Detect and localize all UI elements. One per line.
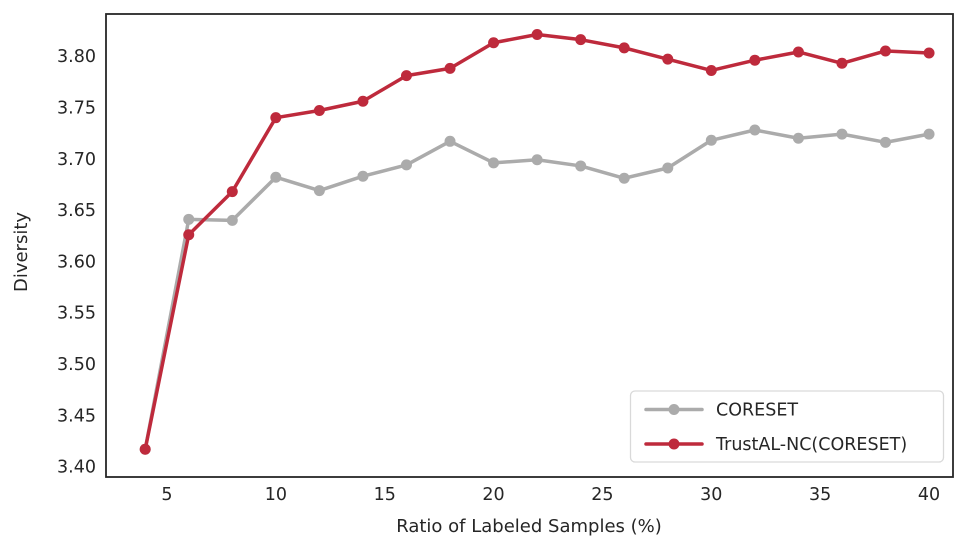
y-tick-label: 3.45 [57, 406, 96, 426]
data-point-coreset [270, 171, 282, 183]
legend-item-coreset: CORESET [644, 401, 798, 421]
data-point-coreset [749, 124, 761, 136]
data-point-trustal [880, 45, 892, 57]
data-point-trustal [749, 54, 761, 66]
data-point-trustal [575, 34, 587, 46]
y-tick-label: 3.65 [57, 201, 96, 221]
data-point-trustal [400, 70, 412, 82]
y-tick-label: 3.80 [57, 47, 96, 67]
data-point-trustal [139, 443, 151, 455]
data-point-coreset [575, 160, 587, 172]
legend-item-trustal: TrustAL-NC(CORESET) [644, 435, 907, 455]
data-point-trustal [836, 57, 848, 69]
legend-label-coreset: CORESET [716, 401, 798, 421]
x-tick-label: 40 [918, 485, 940, 505]
data-point-coreset [313, 185, 325, 197]
y-axis-label: Diversity [11, 212, 32, 292]
data-point-trustal [183, 229, 195, 241]
data-point-coreset [400, 159, 412, 171]
data-point-coreset [183, 213, 195, 225]
data-point-trustal [662, 53, 674, 65]
x-tick-label: 30 [700, 485, 722, 505]
data-point-trustal [270, 112, 282, 124]
data-point-coreset [880, 136, 892, 148]
data-point-trustal [313, 105, 325, 117]
data-point-coreset [531, 154, 543, 166]
legend-marker-coreset [668, 404, 680, 415]
data-point-coreset [836, 128, 848, 140]
x-tick-label: 15 [374, 485, 396, 505]
x-tick-label: 20 [482, 485, 504, 505]
y-tick-label: 3.60 [57, 252, 96, 272]
data-point-trustal [792, 46, 804, 58]
y-tick-label: 3.70 [57, 150, 96, 170]
data-point-coreset [662, 162, 674, 174]
x-axis-label: Ratio of Labeled Samples (%) [396, 516, 662, 537]
data-point-trustal [488, 37, 500, 49]
series-layer [139, 29, 935, 455]
y-tick-label: 3.55 [57, 304, 96, 324]
data-point-coreset [923, 128, 935, 140]
data-point-trustal [444, 62, 456, 74]
x-tick-label: 25 [591, 485, 613, 505]
data-point-coreset [618, 172, 630, 184]
legend-marker-trustal [668, 438, 680, 450]
ticks-layer: 5 10 15 20 25 30 35 40 3.40 3.45 3.50 3.55 3.60 3.65 3… [57, 47, 940, 505]
x-tick-label: 35 [809, 485, 831, 505]
y-tick-label: 3.75 [57, 98, 96, 118]
data-point-coreset [226, 214, 238, 226]
data-point-coreset [488, 157, 500, 169]
data-point-coreset [357, 170, 369, 182]
data-point-trustal [226, 186, 238, 198]
data-point-trustal [357, 95, 369, 107]
data-point-coreset [792, 132, 804, 144]
x-tick-label: 5 [161, 485, 172, 505]
y-tick-label: 3.50 [57, 355, 96, 375]
x-tick-label: 10 [265, 485, 287, 505]
data-point-trustal [531, 29, 543, 41]
data-point-coreset [444, 135, 456, 147]
data-point-trustal [618, 42, 630, 54]
legend: CORESET TrustAL-NC(CORESET) [629, 390, 945, 463]
data-point-trustal [923, 47, 935, 59]
data-point-coreset [705, 134, 717, 146]
y-tick-label: 3.40 [57, 458, 96, 478]
legend-label-trustal: TrustAL-NC(CORESET) [715, 435, 907, 455]
data-point-trustal [705, 64, 717, 76]
legend-box [629, 390, 945, 463]
